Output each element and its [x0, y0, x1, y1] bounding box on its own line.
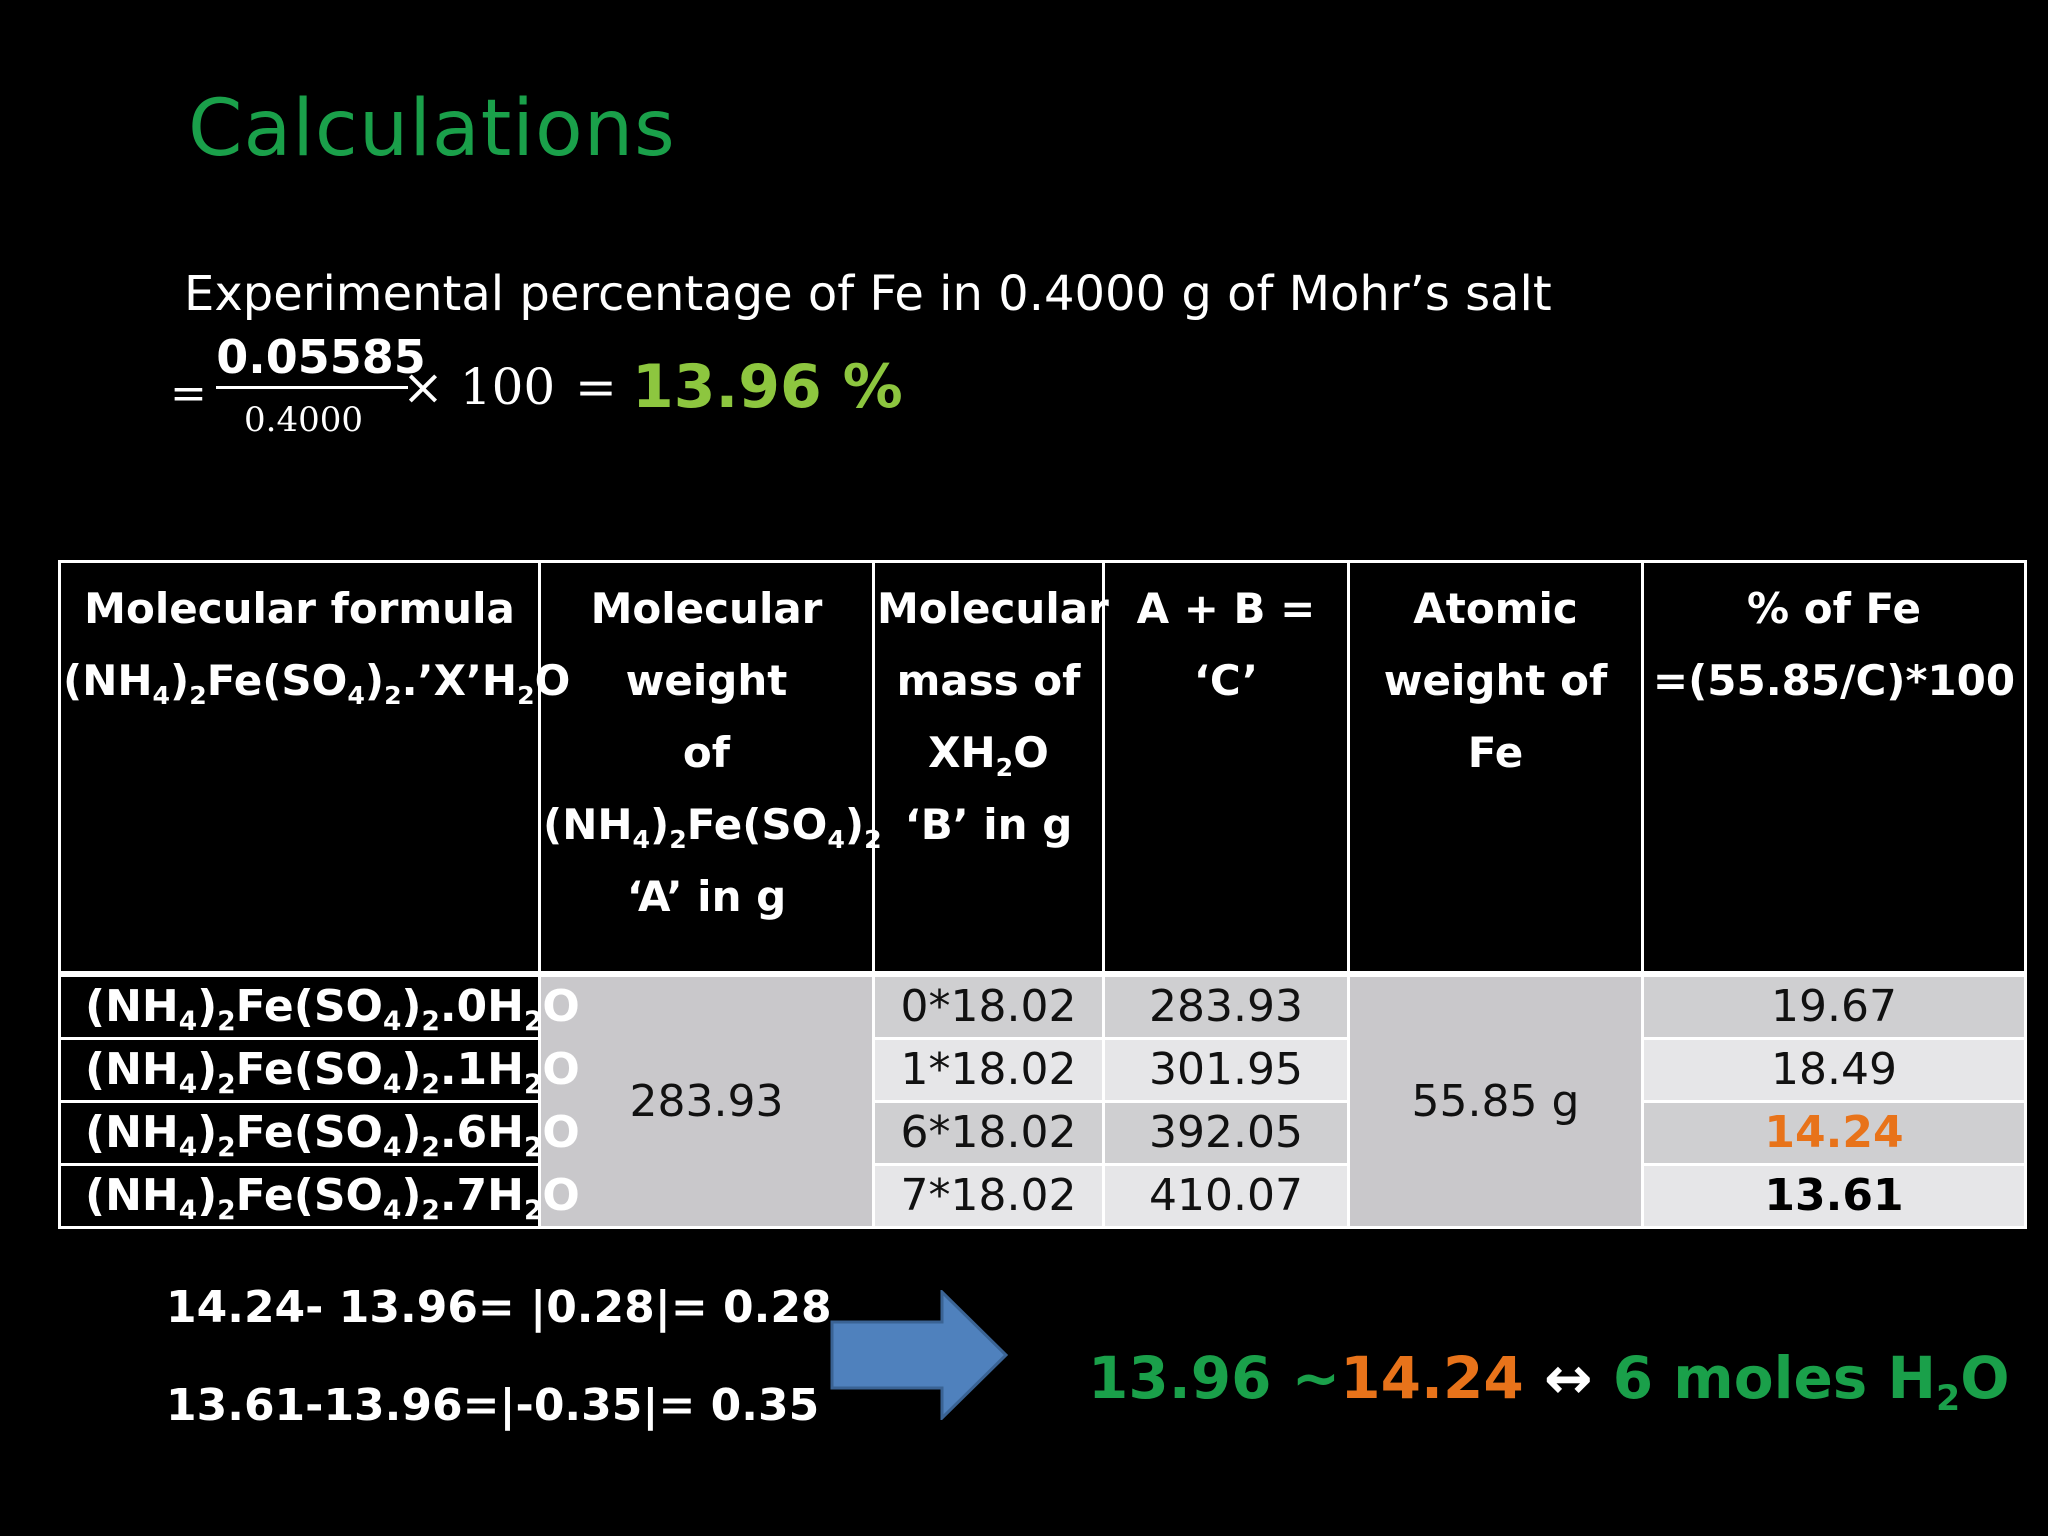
table-row: (NH4)2Fe(SO4)2.6H2O 6*18.02 392.05 14.24	[58, 1100, 2027, 1166]
header-atomic-weight: Atomic weight of Fe	[1347, 560, 1644, 976]
calculation-table: Molecular formula (NH4)2Fe(SO4)2.’X’H2O …	[58, 560, 2027, 1229]
header-label: =(55.85/C)*100	[1652, 656, 2016, 705]
experiment-description: Experimental percentage of Fe in 0.4000 …	[184, 266, 1552, 322]
header-label: Molecular formula	[84, 584, 515, 633]
header-label: mass of	[896, 656, 1081, 705]
row-formula: (NH4)2Fe(SO4)2.1H2O	[58, 1037, 580, 1103]
header-label: weight of Fe	[1383, 656, 1608, 777]
header-label: weight	[625, 656, 788, 705]
times-hundred: × 100	[402, 358, 556, 416]
row-percent-fe-highlight: 14.24	[1641, 1100, 2027, 1166]
fraction-numerator: 0.05585	[216, 330, 426, 384]
row-percent-fe-bold: 13.61	[1641, 1163, 2027, 1229]
fraction: 0.05585 0.4000	[196, 330, 556, 440]
header-formula: (NH4)2Fe(SO4)2.’X’H2O	[63, 656, 570, 710]
fraction-denominator: 0.4000	[244, 400, 363, 440]
merged-atomic-weight: 55.85 g	[1347, 971, 1644, 1229]
row-total-mass: 283.93	[1102, 971, 1350, 1040]
conclusion-theoretical: 14.24	[1340, 1344, 1524, 1412]
header-label: % of Fe	[1747, 584, 1921, 633]
difference-line-1: 14.24- 13.96= |0.28|= 0.28	[166, 1282, 832, 1333]
conclusion-experimental: 13.96 ~	[1088, 1344, 1341, 1412]
row-formula: (NH4)2Fe(SO4)2.6H2O	[58, 1100, 580, 1166]
row-percent-fe: 18.49	[1641, 1037, 2027, 1103]
conclusion-moles: 6 moles H2O	[1612, 1344, 2010, 1420]
row-water-mass: 0*18.02	[872, 971, 1105, 1040]
row-total-mass: 301.95	[1102, 1037, 1350, 1103]
header-percent-fe: % of Fe =(55.85/C)*100	[1641, 560, 2027, 976]
header-molecular-weight: Molecular weight of (NH4)2Fe(SO4)2 ‘A’ i…	[538, 560, 882, 976]
row-formula: (NH4)2Fe(SO4)2.0H2O	[58, 971, 580, 1040]
slide-title: Calculations	[188, 84, 676, 174]
header-label: Molecular	[877, 584, 1109, 633]
header-molecular-mass-water: Molecular mass of XH2O ‘B’ in g	[872, 560, 1109, 976]
row-formula: (NH4)2Fe(SO4)2.7H2O	[58, 1163, 580, 1229]
header-sum-c: A + B = ‘C’	[1102, 560, 1350, 976]
header-label: Atomic	[1413, 584, 1578, 633]
header-label: A + B = ‘C’	[1136, 584, 1316, 705]
header-label: of	[682, 728, 731, 777]
row-total-mass: 410.07	[1102, 1163, 1350, 1229]
header-molecular-formula: Molecular formula (NH4)2Fe(SO4)2.’X’H2O	[58, 560, 570, 976]
formula-prefix: =	[170, 368, 207, 419]
conclusion-line: 13.96 ~14.24 ↔ 6 moles H2O	[1088, 1344, 2010, 1420]
merged-molecular-weight: 283.93	[538, 971, 875, 1229]
row-water-mass: 6*18.02	[872, 1100, 1105, 1166]
row-water-mass: 7*18.02	[872, 1163, 1105, 1229]
formula-equals: =	[575, 358, 617, 416]
header-formula: XH2O	[928, 728, 1049, 782]
percentage-formula: = 0.05585 0.4000 × 100 = 13.96 %	[170, 330, 1070, 450]
row-water-mass: 1*18.02	[872, 1037, 1105, 1103]
row-total-mass: 392.05	[1102, 1100, 1350, 1166]
header-label: ‘B’ in g	[904, 800, 1073, 849]
formula-result: 13.96 %	[632, 352, 903, 422]
row-percent-fe: 19.67	[1641, 971, 2027, 1040]
table-row: (NH4)2Fe(SO4)2.7H2O 7*18.02 410.07 13.61	[58, 1163, 2027, 1229]
right-arrow-icon	[830, 1288, 1010, 1424]
double-arrow-icon: ↔	[1543, 1344, 1593, 1412]
difference-line-2: 13.61-13.96=|-0.35|= 0.35	[166, 1380, 820, 1431]
header-label: ‘A’ in g	[626, 872, 787, 921]
table-header-row: Molecular formula (NH4)2Fe(SO4)2.’X’H2O …	[58, 560, 2027, 976]
header-label: Molecular	[590, 584, 823, 633]
table-row: (NH4)2Fe(SO4)2.1H2O 1*18.02 301.95 18.49	[58, 1037, 2027, 1103]
fraction-bar	[216, 386, 408, 389]
table-row: (NH4)2Fe(SO4)2.0H2O 283.93 0*18.02 283.9…	[58, 971, 2027, 1229]
header-formula: (NH4)2Fe(SO4)2	[543, 800, 882, 854]
